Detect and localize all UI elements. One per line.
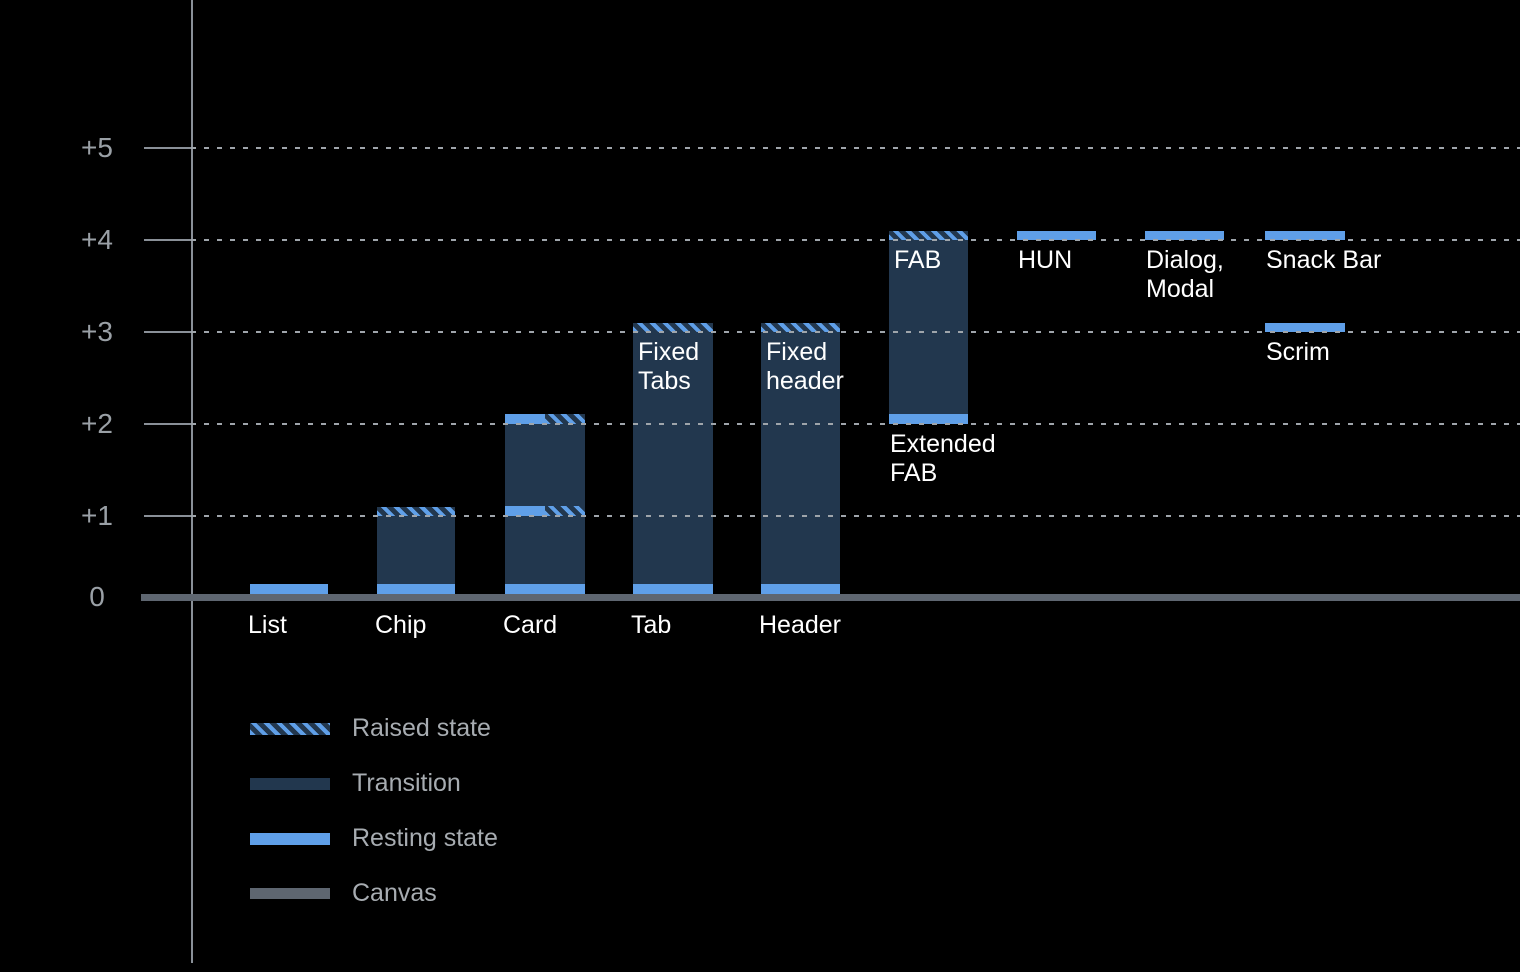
raised-state-swatch	[250, 722, 330, 735]
legend-item-label: Canvas	[352, 879, 437, 907]
extended-fab-resting-band	[889, 414, 968, 424]
gridline-2	[191, 423, 1520, 425]
extended-fab-inside-label: FAB	[894, 246, 942, 274]
dialog-modal-label: Modal	[1146, 275, 1215, 303]
card-raised-band	[505, 414, 585, 424]
tab-inside-label: Tabs	[638, 367, 691, 395]
card-resting-band	[505, 584, 585, 594]
chip-raised-band	[377, 507, 455, 516]
list-label: List	[248, 611, 287, 639]
extended-fab-raised-band	[889, 231, 968, 240]
canvas-line	[141, 594, 1520, 601]
legend-item-label: Resting state	[352, 824, 498, 852]
card-band-1-raised-half	[545, 506, 585, 516]
legend: Raised state Transition Resting state Ca…	[250, 714, 498, 908]
ytick-label-4: +4	[81, 224, 113, 255]
tab-inside-label: Fixed	[638, 338, 700, 366]
card-raised-band-resting-half	[505, 414, 545, 424]
scrim-resting-band	[1265, 323, 1345, 332]
tab-resting-band	[633, 584, 713, 594]
legend-item-resting-state: Resting state	[250, 824, 498, 853]
transition-swatch	[250, 777, 330, 790]
gridline-5	[191, 147, 1520, 149]
legend-item-label: Transition	[352, 769, 461, 797]
hun-resting-band	[1017, 231, 1096, 240]
y-tick-3	[144, 331, 191, 333]
card-band-1-resting-half	[505, 506, 545, 516]
legend-item-raised-state: Raised state	[250, 714, 498, 743]
extended-fab-label: Extended	[890, 430, 996, 458]
card-label: Card	[503, 611, 558, 639]
list-resting-band	[250, 584, 328, 594]
gridline-1	[191, 515, 1520, 517]
gridline-4	[191, 239, 1520, 241]
chip-label: Chip	[375, 611, 427, 639]
scrim-label: Scrim	[1266, 338, 1330, 366]
y-tick-2	[144, 423, 191, 425]
canvas-swatch	[250, 888, 330, 899]
y-tick-5	[144, 147, 191, 149]
extended-fab-transition	[889, 240, 968, 414]
chip-resting-band	[377, 584, 455, 594]
gridline-3	[191, 331, 1520, 333]
dialog-modal-label: Dialog,	[1146, 246, 1224, 274]
hun-label: HUN	[1018, 246, 1073, 274]
tab-label: Tab	[631, 611, 672, 639]
ytick-label-3: +3	[81, 316, 113, 347]
dialog-modal-resting-band	[1145, 231, 1224, 240]
ytick-label-0: 0	[89, 581, 105, 612]
resting-state-swatch	[250, 832, 330, 845]
ytick-label-2: +2	[81, 408, 113, 439]
extended-fab-label: FAB	[890, 459, 938, 487]
tab-raised-band	[633, 323, 713, 332]
header-raised-band	[761, 323, 840, 332]
legend-item-transition: Transition	[250, 769, 498, 798]
snack-bar-resting-band	[1265, 231, 1345, 240]
card-band-1	[505, 506, 585, 516]
chip-transition	[377, 516, 455, 584]
header-resting-band	[761, 584, 840, 594]
header-inside-label: Fixed	[766, 338, 828, 366]
header-label: Header	[759, 611, 841, 639]
y-axis-line	[191, 0, 193, 963]
legend-item-canvas: Canvas	[250, 879, 498, 908]
snack-bar-label: Snack Bar	[1266, 246, 1382, 274]
y-tick-1	[144, 515, 191, 517]
card-transition	[505, 424, 585, 584]
legend-item-label: Raised state	[352, 714, 491, 742]
header-transition	[761, 332, 840, 584]
ytick-label-1: +1	[81, 500, 113, 531]
card-raised-band-raised-half	[545, 414, 585, 424]
header-inside-label: header	[766, 367, 844, 395]
tab-transition	[633, 332, 713, 584]
ytick-label-5: +5	[81, 132, 113, 163]
y-tick-4	[144, 239, 191, 241]
